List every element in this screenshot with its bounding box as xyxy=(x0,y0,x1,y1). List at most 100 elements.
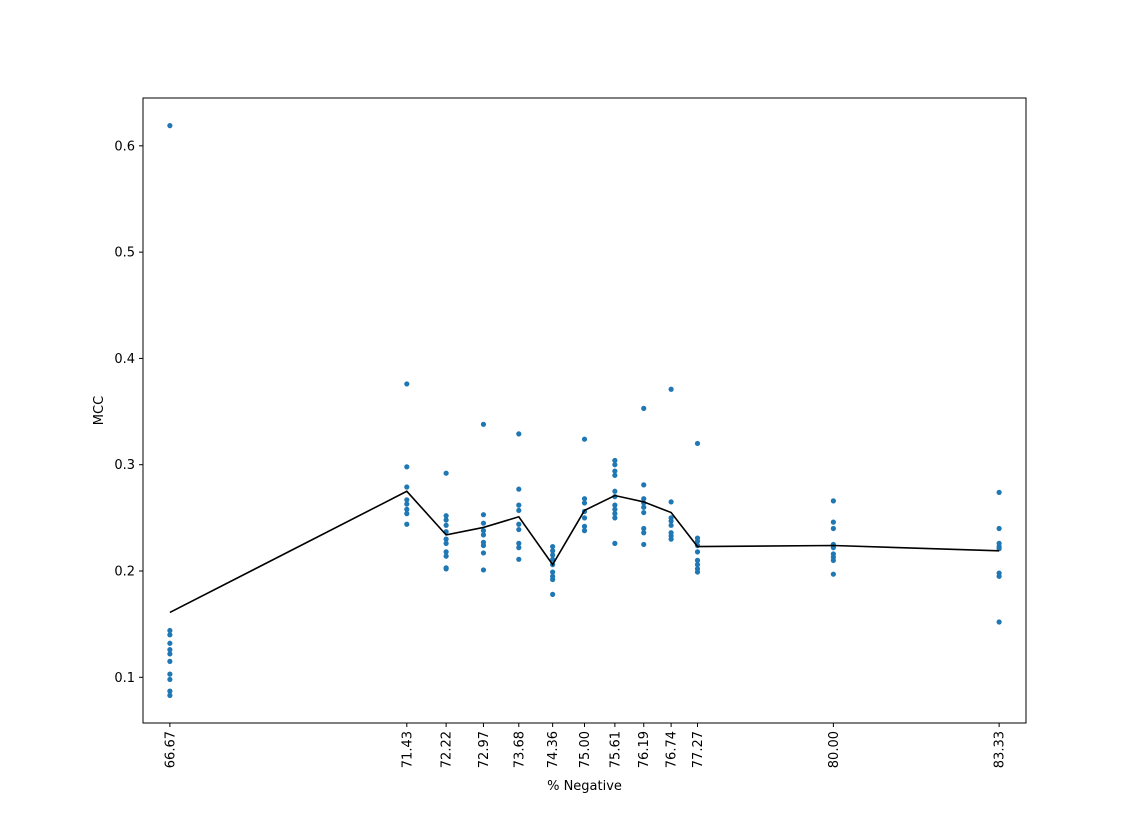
data-point xyxy=(404,484,410,490)
data-point xyxy=(480,520,487,526)
data-point xyxy=(443,536,449,542)
data-point xyxy=(516,507,522,514)
data-point xyxy=(404,510,410,517)
data-point xyxy=(443,549,449,555)
plot-area xyxy=(167,123,1002,698)
data-point xyxy=(404,521,410,527)
data-point xyxy=(641,525,647,532)
x-tick-label: 76.74 xyxy=(665,731,680,768)
data-point xyxy=(480,528,487,534)
data-point xyxy=(167,627,173,634)
data-point xyxy=(480,550,487,556)
x-tick-label: 74.36 xyxy=(546,731,561,768)
data-point xyxy=(480,421,487,427)
data-point xyxy=(167,676,173,683)
data-point xyxy=(830,525,836,532)
data-point xyxy=(668,522,674,528)
data-point xyxy=(516,545,522,551)
data-point xyxy=(443,513,449,519)
data-point xyxy=(830,571,836,577)
data-point xyxy=(443,566,449,572)
y-tick-label: 0.6 xyxy=(114,139,135,154)
data-point xyxy=(641,509,647,516)
data-point xyxy=(641,482,647,488)
data-point xyxy=(480,542,487,549)
data-point xyxy=(641,504,647,510)
data-point xyxy=(830,519,836,525)
data-point xyxy=(516,540,522,546)
data-point xyxy=(167,647,173,653)
data-point xyxy=(668,518,674,524)
data-point xyxy=(612,510,618,517)
x-tick-label: 77.27 xyxy=(691,731,706,768)
data-point xyxy=(550,552,556,558)
data-point xyxy=(641,405,647,411)
data-point xyxy=(641,541,647,548)
data-point xyxy=(581,515,588,521)
x-tick-label: 72.97 xyxy=(477,731,492,768)
mean-line xyxy=(169,490,1000,614)
data-point xyxy=(581,528,588,534)
data-point xyxy=(167,658,173,664)
data-point xyxy=(668,499,674,505)
data-point xyxy=(404,501,410,507)
data-point xyxy=(996,489,1002,495)
data-point xyxy=(167,651,173,657)
data-point xyxy=(694,569,701,575)
data-point xyxy=(404,506,410,512)
x-tick-label: 71.43 xyxy=(400,731,415,768)
x-axis-label: % Negative xyxy=(547,779,622,794)
data-point xyxy=(694,440,701,447)
data-point xyxy=(404,381,410,387)
data-point xyxy=(612,506,618,512)
data-point xyxy=(167,123,173,129)
data-point xyxy=(550,543,556,550)
data-point xyxy=(550,591,556,597)
data-point xyxy=(443,553,449,559)
data-point xyxy=(996,525,1002,532)
data-point xyxy=(516,486,522,492)
x-axis-ticks: 66.67 71.43 72.22 72.97 73.68 74.36 75.00 75.61… xyxy=(163,723,1008,768)
data-point xyxy=(550,576,556,583)
data-point xyxy=(694,538,701,544)
x-tick-label: 66.67 xyxy=(163,731,178,768)
x-tick-label: 73.68 xyxy=(512,731,527,768)
data-point xyxy=(694,562,701,568)
data-point xyxy=(581,523,588,529)
data-point xyxy=(668,536,674,542)
data-point xyxy=(404,464,410,470)
data-point xyxy=(612,488,618,494)
x-tick-label: 80.00 xyxy=(827,731,842,768)
data-point xyxy=(996,619,1002,625)
y-tick-label: 0.4 xyxy=(114,352,135,367)
data-point xyxy=(581,436,588,442)
data-point xyxy=(443,540,449,546)
x-tick-label: 75.00 xyxy=(578,731,593,768)
x-tick-label: 83.33 xyxy=(993,731,1008,768)
data-point xyxy=(612,540,618,546)
data-point xyxy=(581,500,588,506)
data-point xyxy=(480,567,487,573)
data-point xyxy=(612,462,618,468)
y-tick-label: 0.1 xyxy=(114,671,135,686)
data-point xyxy=(516,431,522,437)
data-point xyxy=(167,688,173,694)
data-point xyxy=(480,532,487,538)
data-point xyxy=(167,692,173,698)
x-tick-label: 72.22 xyxy=(440,731,455,768)
data-point xyxy=(443,517,449,523)
data-point xyxy=(668,386,674,392)
data-point xyxy=(641,496,647,502)
data-point xyxy=(516,521,522,527)
data-point xyxy=(480,512,487,518)
x-tick-label: 75.61 xyxy=(608,731,623,768)
data-point xyxy=(996,573,1002,579)
data-point xyxy=(612,472,618,478)
data-point xyxy=(167,632,173,638)
data-point xyxy=(612,502,618,508)
data-point xyxy=(612,515,618,521)
data-point xyxy=(612,468,618,474)
data-point xyxy=(694,549,701,555)
